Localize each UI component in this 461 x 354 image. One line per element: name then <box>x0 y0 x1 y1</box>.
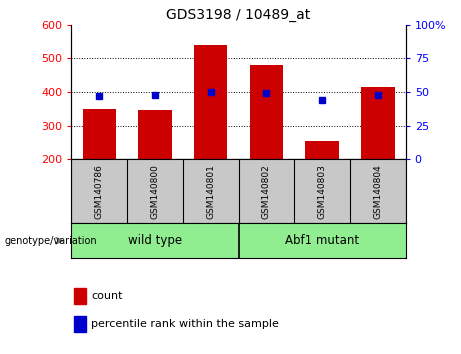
Text: GSM140803: GSM140803 <box>318 164 327 219</box>
Bar <box>83 109 116 159</box>
Text: percentile rank within the sample: percentile rank within the sample <box>91 319 279 329</box>
Bar <box>250 65 283 159</box>
Text: Abf1 mutant: Abf1 mutant <box>285 234 359 247</box>
Text: GSM140802: GSM140802 <box>262 164 271 218</box>
Title: GDS3198 / 10489_at: GDS3198 / 10489_at <box>166 8 311 22</box>
Bar <box>361 87 395 159</box>
Text: wild type: wild type <box>128 234 182 247</box>
Bar <box>74 288 86 304</box>
Text: GSM140800: GSM140800 <box>150 164 160 219</box>
Text: count: count <box>91 291 123 301</box>
Bar <box>138 109 171 159</box>
Text: GSM140804: GSM140804 <box>373 164 382 218</box>
Bar <box>74 316 86 332</box>
Text: GSM140801: GSM140801 <box>206 164 215 219</box>
Bar <box>194 45 227 159</box>
Text: genotype/variation: genotype/variation <box>5 236 97 246</box>
Bar <box>305 142 339 159</box>
Text: GSM140786: GSM140786 <box>95 164 104 219</box>
